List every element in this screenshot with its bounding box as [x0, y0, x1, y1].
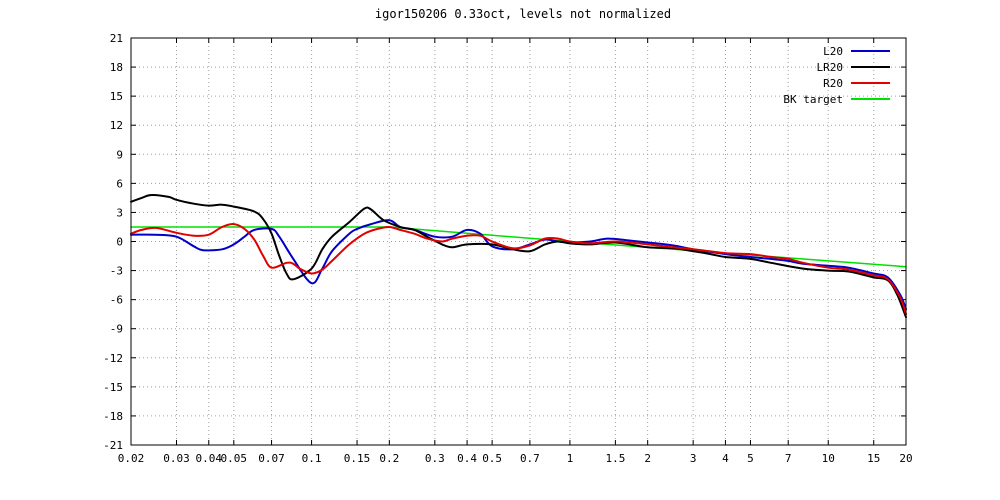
- y-tick-label: 9: [116, 148, 123, 161]
- x-tick-label: 20: [899, 452, 912, 465]
- x-tick-label: 0.4: [457, 452, 477, 465]
- x-tick-label: 0.7: [520, 452, 540, 465]
- y-tick-label: 3: [116, 206, 123, 219]
- chart-title: igor150206 0.33oct, levels not normalize…: [375, 7, 671, 21]
- y-tick-label: 18: [110, 61, 123, 74]
- series-line-r20: [130, 223, 907, 316]
- x-tick-label: 0.04: [196, 452, 223, 465]
- y-tick-label: -12: [103, 352, 123, 365]
- y-tick-label: 15: [110, 90, 123, 103]
- x-tick-label: 1: [567, 452, 574, 465]
- x-tick-label: 0.3: [425, 452, 445, 465]
- y-tick-label: -9: [110, 323, 123, 336]
- x-tick-label: 4: [722, 452, 729, 465]
- plot-frame: [130, 37, 907, 446]
- legend-label: LR20: [817, 61, 844, 74]
- x-tick-label: 0.02: [118, 452, 145, 465]
- legend-label: L20: [823, 45, 843, 58]
- x-tick-label: 0.5: [482, 452, 502, 465]
- series-line-l20: [130, 219, 907, 311]
- legend: L20 LR20 R20 BK target: [783, 45, 890, 106]
- x-tick-label: 15: [867, 452, 880, 465]
- y-tick-label: -3: [110, 265, 123, 278]
- y-tick-label: 6: [116, 177, 123, 190]
- x-tick-label: 5: [747, 452, 754, 465]
- y-tick-label: 21: [110, 32, 123, 45]
- x-tick-label: 10: [822, 452, 835, 465]
- x-tick-label: 0.1: [302, 452, 322, 465]
- axis-layer: 0.02 0.03 0.040.05 0.07 0.1 0.15 0.2 0.3 0.4 0.5 0…: [103, 32, 913, 465]
- series-layer: [130, 193, 907, 319]
- x-tick-label: 0.07: [258, 452, 285, 465]
- y-tick-label: -21: [103, 439, 123, 452]
- series-line-lr20: [130, 193, 907, 319]
- x-tick-label: 0.05: [221, 452, 248, 465]
- x-tick-label: 2: [644, 452, 651, 465]
- x-tick-label: 0.03: [163, 452, 190, 465]
- y-tick-label: -18: [103, 410, 123, 423]
- legend-label: BK target: [783, 93, 843, 106]
- legend-label: R20: [823, 77, 843, 90]
- x-tick-label: 7: [785, 452, 792, 465]
- x-tick-label: 0.2: [379, 452, 399, 465]
- x-tick-label: 3: [690, 452, 697, 465]
- y-tick-label: -6: [110, 294, 123, 307]
- x-tick-label: 1.5: [605, 452, 625, 465]
- y-tick-label: 0: [116, 236, 123, 249]
- y-tick-label: -15: [103, 381, 123, 394]
- y-tick-label: 12: [110, 119, 123, 132]
- x-tick-label: 0.15: [344, 452, 371, 465]
